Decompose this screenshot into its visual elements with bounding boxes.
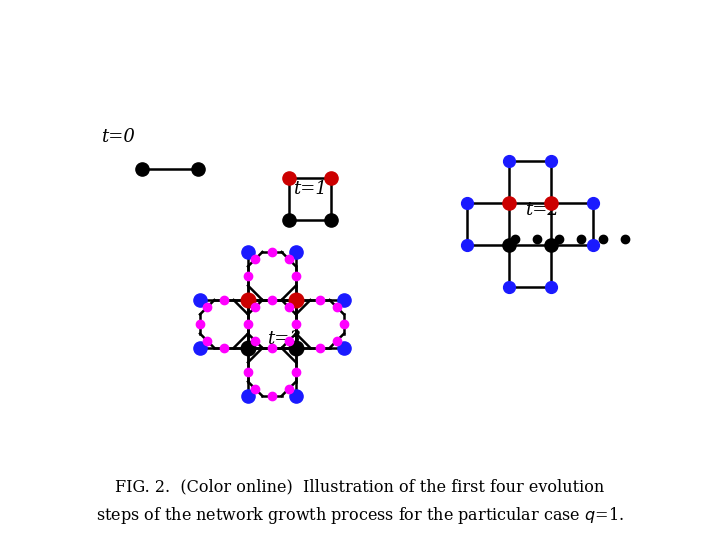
Text: t=3: t=3 xyxy=(267,330,301,348)
Text: t=1: t=1 xyxy=(293,180,327,198)
Text: t=0: t=0 xyxy=(101,128,135,146)
Text: t=2: t=2 xyxy=(525,201,559,219)
Text: FIG. 2.  (Color online)  Illustration of the first four evolution
steps of the n: FIG. 2. (Color online) Illustration of t… xyxy=(96,479,624,526)
